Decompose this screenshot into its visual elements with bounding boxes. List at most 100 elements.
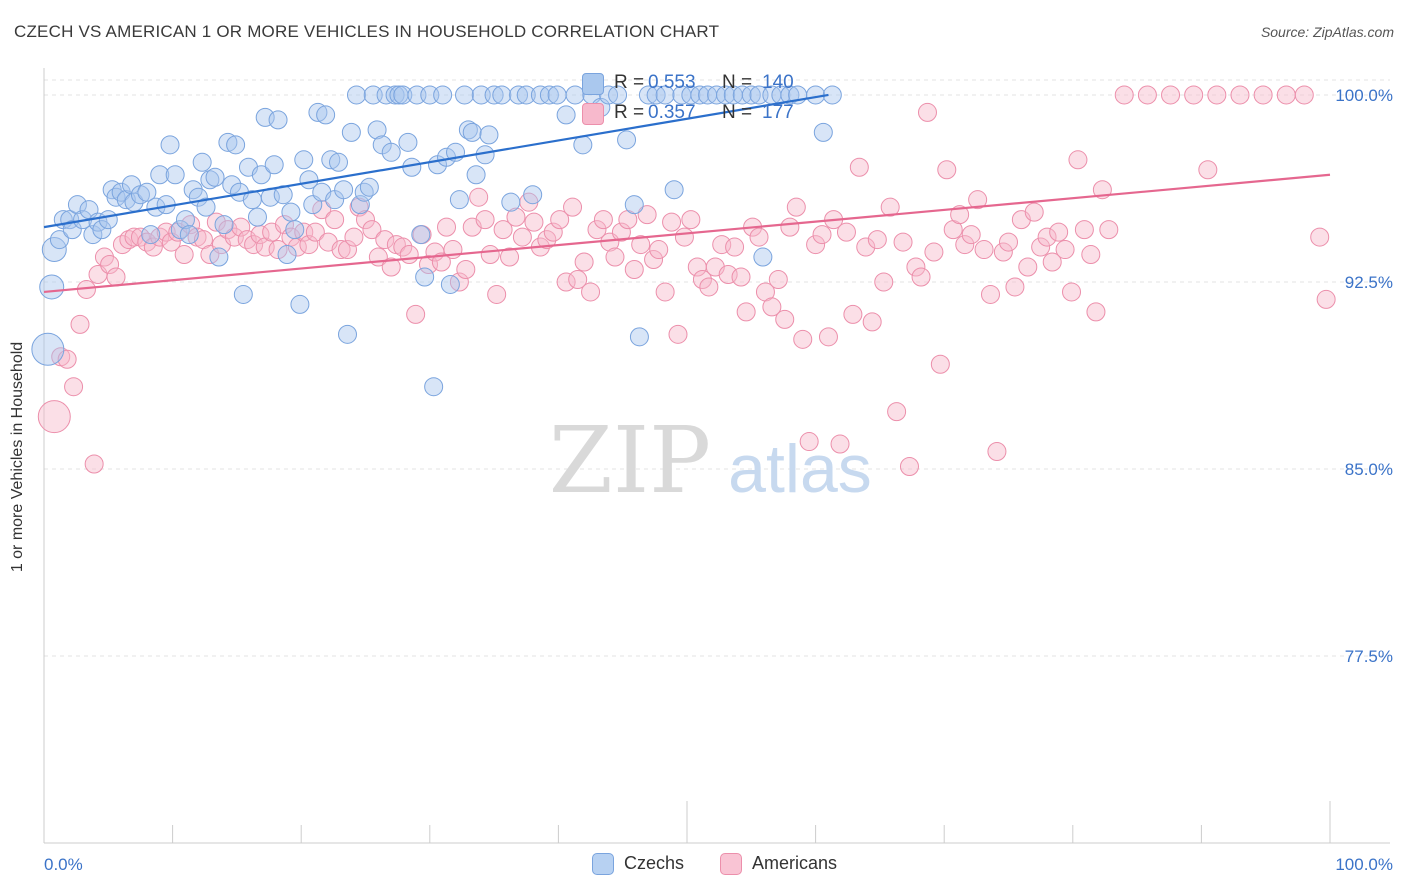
czech-point — [354, 182, 374, 202]
czech-point — [251, 165, 271, 185]
american-point — [725, 237, 745, 257]
czech-point — [655, 85, 675, 105]
american-point — [806, 235, 826, 255]
american-point — [568, 269, 588, 289]
chart-title: CZECH VS AMERICAN 1 OR MORE VEHICLES IN … — [14, 22, 720, 41]
americans-trend-line — [43, 173, 1331, 294]
american-point — [587, 220, 607, 240]
american-point — [1161, 85, 1181, 105]
legend-swatch-americans — [582, 103, 604, 125]
czech-point — [328, 152, 348, 172]
american-point — [1049, 222, 1069, 242]
american-point — [1253, 85, 1273, 105]
american-point — [70, 314, 90, 334]
czech-point — [573, 135, 593, 155]
american-point — [1037, 227, 1057, 247]
czechs-points — [31, 85, 842, 397]
czech-point — [501, 192, 521, 212]
czech-point — [624, 195, 644, 215]
american-point — [856, 237, 876, 257]
american-point — [775, 309, 795, 329]
czech-point — [268, 110, 288, 130]
legend-n-label: N = — [722, 102, 753, 123]
y-tick-label: 100.0% — [1335, 86, 1393, 105]
american-point — [980, 284, 1000, 304]
czech-point — [39, 274, 65, 300]
czech-point — [741, 85, 761, 105]
american-point — [637, 205, 657, 225]
american-point — [961, 225, 981, 245]
czech-point — [137, 182, 157, 202]
american-point — [1184, 85, 1204, 105]
american-point — [974, 240, 994, 260]
american-point — [950, 205, 970, 225]
american-point — [1294, 85, 1314, 105]
american-point — [1031, 237, 1051, 257]
american-point — [674, 227, 694, 247]
american-point — [662, 212, 682, 232]
czech-point — [334, 180, 354, 200]
american-point — [524, 212, 544, 232]
y-tick-label: 77.5% — [1345, 647, 1393, 666]
american-point — [899, 456, 919, 476]
american-point — [937, 160, 957, 180]
american-point — [156, 222, 176, 242]
czech-point — [547, 85, 567, 105]
american-point — [768, 269, 788, 289]
american-point — [1310, 227, 1330, 247]
american-point — [893, 232, 913, 252]
legend-swatch-czechs — [582, 73, 604, 95]
american-point — [37, 400, 71, 434]
american-point — [799, 432, 819, 452]
american-point — [574, 252, 594, 272]
legend-n-value: 140 — [762, 72, 794, 93]
american-point — [399, 245, 419, 265]
american-point — [906, 257, 926, 277]
american-point — [699, 277, 719, 297]
czech-point — [753, 247, 773, 267]
american-point — [924, 242, 944, 262]
czech-point — [316, 105, 336, 125]
american-point — [512, 227, 532, 247]
czech-point — [222, 175, 242, 195]
american-point — [1074, 220, 1094, 240]
american-point — [563, 197, 583, 217]
american-point — [987, 442, 1007, 462]
american-point — [550, 210, 570, 230]
czech-point — [433, 85, 453, 105]
czech-point — [449, 190, 469, 210]
american-point — [911, 267, 931, 287]
american-point — [1042, 252, 1062, 272]
y-tick-label: 92.5% — [1345, 273, 1393, 292]
czech-point — [523, 185, 543, 205]
american-point — [830, 434, 850, 454]
american-point — [849, 157, 869, 177]
american-point — [611, 222, 631, 242]
american-point — [244, 235, 264, 255]
american-point — [543, 222, 563, 242]
czech-point — [83, 225, 103, 245]
american-point — [337, 240, 357, 260]
bottom-legend-swatch-czechs — [592, 853, 614, 875]
czech-point — [264, 155, 284, 175]
legend-r-value: 0.357 — [648, 102, 696, 123]
american-point — [1230, 85, 1250, 105]
american-point — [1276, 85, 1296, 105]
american-point — [1099, 220, 1119, 240]
american-point — [793, 329, 813, 349]
czech-point — [281, 202, 301, 222]
american-point — [312, 200, 332, 220]
legend-r-label: R = — [614, 102, 645, 123]
american-point — [681, 210, 701, 230]
czech-point — [285, 220, 305, 240]
american-point — [668, 324, 688, 344]
american-point — [1062, 282, 1082, 302]
bottom-legend-label-czechs: Czechs — [624, 853, 685, 873]
czech-point — [31, 332, 65, 366]
american-point — [1068, 150, 1088, 170]
czech-point — [359, 177, 379, 197]
american-point — [325, 210, 345, 230]
american-point — [1198, 160, 1218, 180]
czech-point — [367, 120, 387, 140]
american-point — [1055, 240, 1075, 260]
